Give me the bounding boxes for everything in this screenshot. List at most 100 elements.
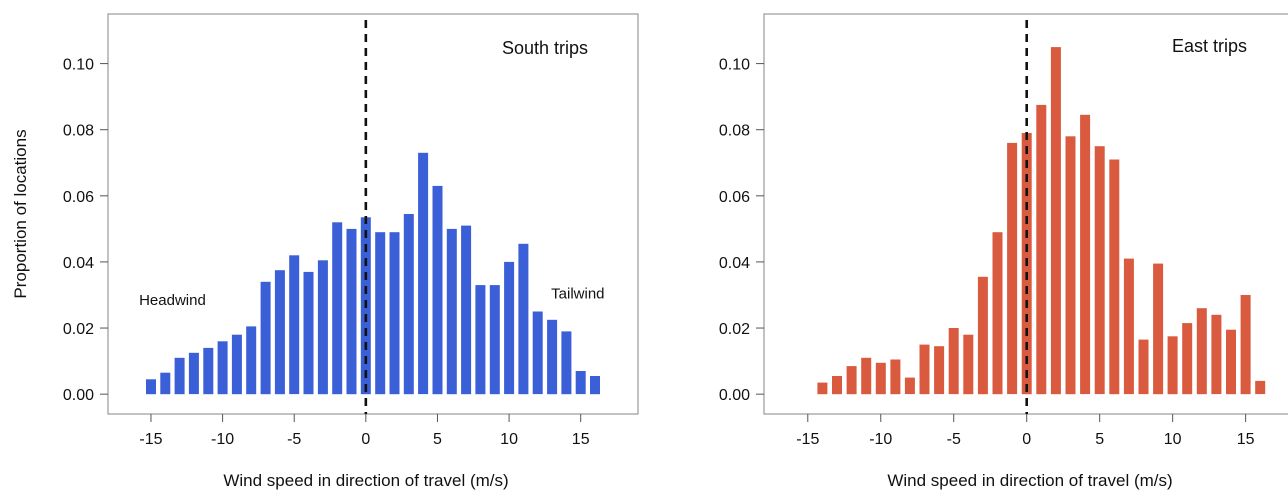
bar — [875, 362, 886, 395]
chart-title: East trips — [1172, 36, 1247, 56]
y-tick-label: 0.00 — [719, 387, 750, 404]
x-axis-label: Wind speed in direction of travel (m/s) — [887, 471, 1172, 490]
bar — [303, 271, 314, 395]
bar — [832, 376, 842, 395]
bar — [1050, 47, 1061, 395]
bar — [561, 331, 572, 395]
bar — [846, 366, 857, 395]
bar — [160, 372, 171, 395]
y-axis-ticks: 0.00 0.02 0.04 0.06 0.08 0.10 — [719, 57, 764, 404]
annotation-label: Tailwind — [551, 285, 604, 302]
bar — [919, 344, 930, 395]
bar — [904, 377, 915, 395]
bar — [418, 152, 429, 395]
x-tick-label: -10 — [869, 431, 892, 448]
y-tick-label: 0.10 — [63, 57, 94, 74]
bar — [446, 228, 457, 395]
y-tick-label: 0.08 — [719, 123, 750, 140]
plot-frame — [107, 13, 639, 415]
x-tick-label: -5 — [287, 431, 301, 448]
annotation-label: Headwind — [139, 292, 206, 309]
bar — [274, 270, 285, 395]
x-tick-label: 0 — [361, 431, 370, 448]
bar — [489, 285, 500, 395]
x-tick-label: 15 — [1237, 431, 1255, 448]
bar — [389, 232, 400, 395]
bar — [1007, 142, 1018, 395]
bar — [963, 334, 974, 395]
bar — [346, 228, 357, 395]
chart-east-trips: East trips Wind speed in direction of tr… — [719, 13, 1288, 490]
bar — [1065, 136, 1076, 395]
bar — [575, 371, 586, 395]
y-tick-label: 0.04 — [63, 255, 94, 272]
x-tick-label: -10 — [211, 431, 234, 448]
y-axis-label: Proportion of locations — [11, 129, 30, 298]
bar — [1226, 329, 1236, 395]
bar — [934, 346, 945, 395]
bar-series — [817, 47, 1266, 395]
bar — [977, 276, 988, 395]
bar — [1182, 323, 1193, 395]
y-axis-ticks: 0.00 0.02 0.04 0.06 0.08 0.10 — [63, 57, 108, 404]
bar — [547, 319, 558, 395]
x-tick-label: 10 — [1164, 431, 1182, 448]
bar — [403, 214, 414, 395]
bar — [174, 357, 185, 395]
bar-series — [146, 152, 600, 395]
bar — [518, 243, 529, 395]
bar — [1123, 258, 1134, 395]
annotations: Headwind Tailwind — [139, 285, 604, 309]
bar — [1240, 295, 1251, 395]
x-tick-label: 5 — [433, 431, 442, 448]
bar — [1138, 339, 1149, 395]
x-axis-label: Wind speed in direction of travel (m/s) — [223, 471, 508, 490]
bar — [146, 379, 156, 395]
bar — [1255, 380, 1266, 395]
y-tick-label: 0.00 — [63, 387, 94, 404]
y-tick-label: 0.04 — [719, 255, 750, 272]
bar — [1153, 263, 1164, 395]
bar — [1211, 314, 1222, 395]
bar — [289, 255, 300, 395]
x-tick-label: 5 — [1095, 431, 1104, 448]
x-tick-label: -5 — [947, 431, 961, 448]
x-axis-ticks: -15 -10 -5 0 5 10 15 — [139, 414, 590, 448]
bar — [504, 261, 515, 395]
chart-south-trips: South trips Proportion of locations Wind… — [11, 13, 639, 490]
bar — [217, 341, 228, 395]
bar — [1094, 146, 1105, 395]
plot-frame — [763, 13, 1288, 415]
bar — [317, 260, 328, 395]
y-tick-label: 0.08 — [63, 123, 94, 140]
bar — [475, 285, 486, 395]
bar — [532, 311, 543, 395]
bar — [948, 328, 959, 395]
bar — [432, 185, 443, 395]
bar — [246, 326, 257, 395]
y-tick-label: 0.02 — [63, 321, 94, 338]
bar — [817, 382, 828, 395]
chart-title: South trips — [502, 38, 588, 58]
x-tick-label: 0 — [1022, 431, 1031, 448]
y-tick-label: 0.06 — [719, 189, 750, 206]
x-tick-label: -15 — [139, 431, 162, 448]
bar — [332, 222, 343, 395]
x-tick-label: -15 — [796, 431, 819, 448]
y-tick-label: 0.02 — [719, 321, 750, 338]
bar — [203, 347, 214, 395]
y-tick-label: 0.06 — [63, 189, 94, 206]
x-tick-label: 15 — [572, 431, 590, 448]
x-axis-ticks: -15 -10 -5 0 5 10 15 — [796, 414, 1255, 448]
bar — [861, 357, 872, 395]
bar — [1036, 104, 1047, 395]
bar — [375, 232, 386, 395]
bar — [590, 376, 600, 395]
bar — [1080, 114, 1091, 395]
y-tick-label: 0.10 — [719, 57, 750, 74]
bar — [461, 225, 472, 395]
bar — [231, 334, 242, 395]
bar — [1167, 336, 1178, 395]
bar — [992, 232, 1003, 395]
